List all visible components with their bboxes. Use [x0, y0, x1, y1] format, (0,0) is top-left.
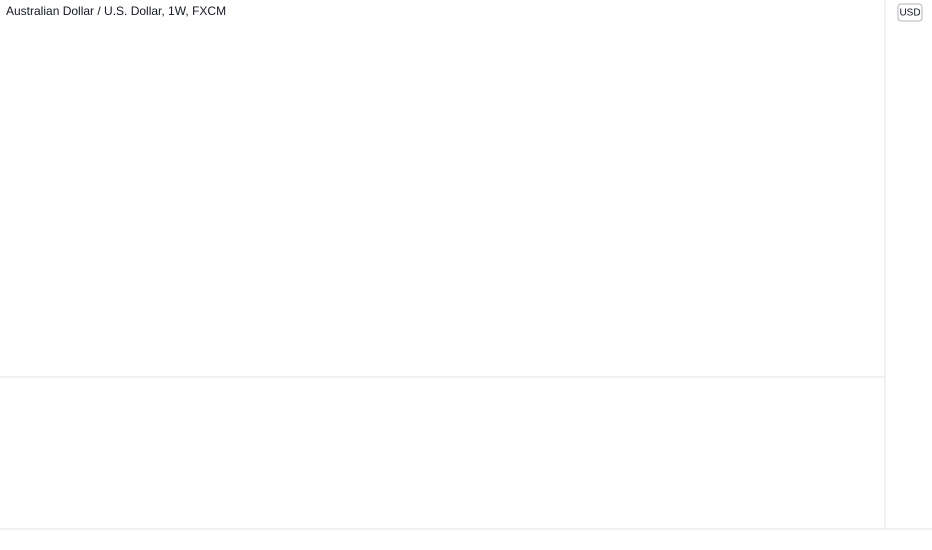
- chart-title: Australian Dollar / U.S. Dollar, 1W, FXC…: [6, 4, 226, 18]
- currency-button[interactable]: [897, 3, 923, 22]
- currency-label[interactable]: USD: [899, 8, 920, 19]
